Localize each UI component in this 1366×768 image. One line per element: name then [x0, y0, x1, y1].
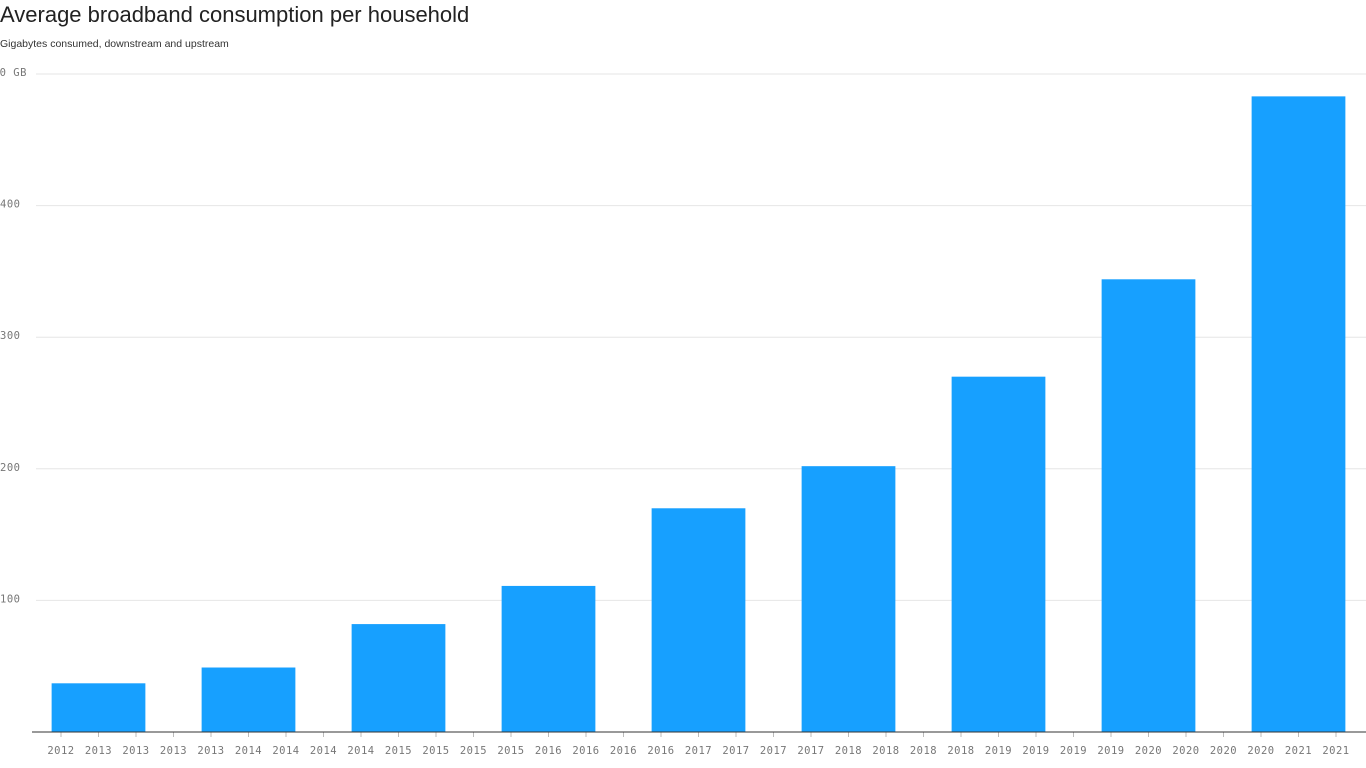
x-tick-label: 2015	[460, 745, 487, 757]
x-tick-label: 2016	[535, 745, 562, 757]
x-tick-label: 2019	[985, 745, 1012, 757]
bar	[801, 466, 896, 732]
y-tick-label: 300	[0, 330, 20, 342]
bar	[201, 667, 296, 732]
bar	[1101, 279, 1196, 732]
x-tick-label: 2020	[1247, 745, 1274, 757]
x-tick-label: 2017	[797, 745, 824, 757]
x-tick-label: 2013	[122, 745, 149, 757]
x-tick-label: 2018	[947, 745, 974, 757]
bar	[501, 585, 596, 732]
chart-title: Average broadband consumption per househ…	[0, 2, 469, 27]
y-tick-label: 400	[0, 199, 20, 211]
y-tick-label: 200	[0, 462, 20, 474]
x-tick-label: 2017	[685, 745, 712, 757]
bar	[1251, 96, 1346, 732]
x-tick-label: 2014	[272, 745, 299, 757]
x-tick-label: 2015	[497, 745, 524, 757]
x-tick-label: 2021	[1322, 745, 1349, 757]
x-tick-label: 2014	[235, 745, 262, 757]
x-tick-label: 2013	[85, 745, 112, 757]
y-tick-label: 100	[0, 593, 20, 605]
x-tick-label: 2016	[572, 745, 599, 757]
bar	[651, 508, 746, 732]
x-tick-label: 2016	[610, 745, 637, 757]
x-tick-label: 2015	[385, 745, 412, 757]
x-tick-label: 2019	[1060, 745, 1087, 757]
x-tick-label: 2014	[347, 745, 374, 757]
x-tick-label: 2020	[1172, 745, 1199, 757]
x-tick-label: 2019	[1097, 745, 1124, 757]
y-tick-label: 500 GB	[0, 67, 27, 79]
x-tick-label: 2013	[197, 745, 224, 757]
bar	[51, 683, 146, 732]
x-tick-label: 2020	[1210, 745, 1237, 757]
x-tick-label: 2018	[835, 745, 862, 757]
x-tick-label: 2019	[1022, 745, 1049, 757]
x-tick-label: 2017	[722, 745, 749, 757]
chart-subtitle: Gigabytes consumed, downstream and upstr…	[0, 38, 229, 50]
x-tick-label: 2013	[160, 745, 187, 757]
x-tick-label: 2018	[872, 745, 899, 757]
x-tick-label: 2014	[310, 745, 337, 757]
x-tick-label: 2020	[1135, 745, 1162, 757]
bar	[951, 376, 1046, 732]
bar	[351, 624, 446, 732]
x-tick-label: 2017	[760, 745, 787, 757]
x-tick-label: 2018	[910, 745, 937, 757]
x-tick-label: 2016	[647, 745, 674, 757]
x-tick-label: 2021	[1285, 745, 1312, 757]
x-tick-label: 2012	[47, 745, 74, 757]
x-tick-label: 2015	[422, 745, 449, 757]
